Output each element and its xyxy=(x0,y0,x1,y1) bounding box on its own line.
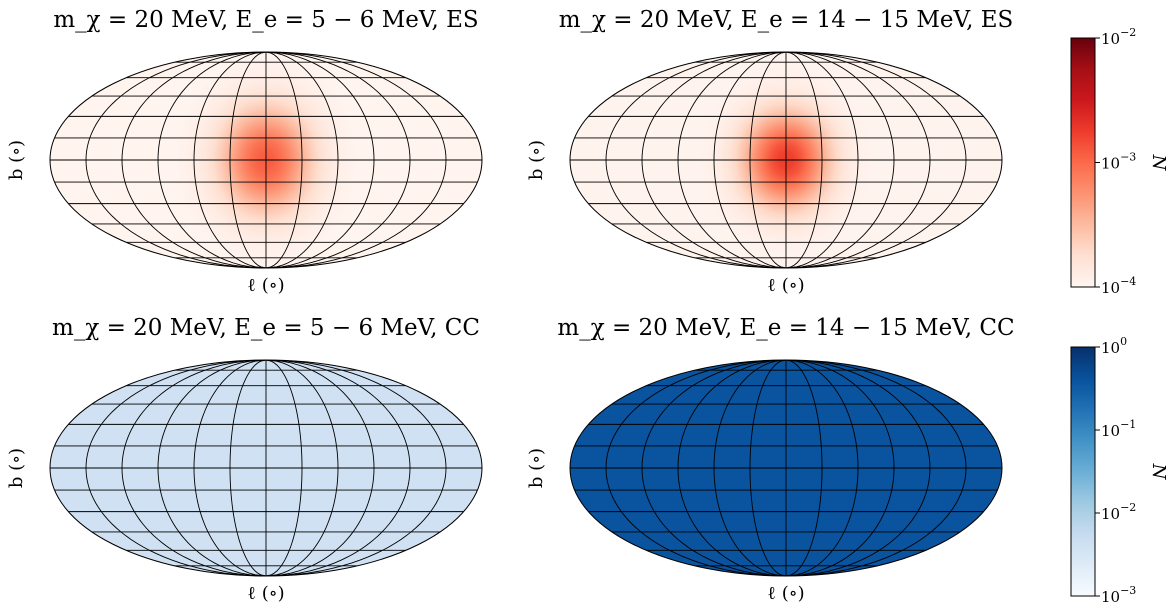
meridian-line xyxy=(677,360,787,576)
graticule xyxy=(50,52,482,268)
colorbar-gradient xyxy=(1070,37,1096,288)
panel-title: m_χ = 20 MeV, E_e = 14 − 15 MeV, CC xyxy=(557,315,1014,341)
map-outline xyxy=(49,51,483,269)
meridian-line xyxy=(785,52,931,268)
meridian-line xyxy=(121,360,267,576)
x-axis-label: ℓ (∘) xyxy=(247,583,284,604)
map-outline xyxy=(569,359,1003,577)
meridian-line xyxy=(157,360,267,576)
meridian-line xyxy=(85,360,267,576)
colorbar-tick-label: 10−1 xyxy=(1101,418,1136,440)
meridian-line xyxy=(785,360,895,576)
map-panel-1: m_χ = 20 MeV, E_e = 5 − 6 MeV, ES ℓ (∘) b … xyxy=(6,7,483,296)
meridian-line xyxy=(265,52,411,268)
meridian-line xyxy=(121,52,267,268)
y-axis-label: b (∘) xyxy=(526,448,547,488)
colorbar-tick-label: 10−3 xyxy=(1101,584,1136,606)
meridian-line xyxy=(265,360,303,576)
meridian-line xyxy=(713,52,787,268)
y-axis-label: b (∘) xyxy=(6,448,27,488)
graticule xyxy=(570,360,1002,576)
meridian-line xyxy=(157,52,267,268)
meridian-line xyxy=(265,360,447,576)
panel-title: m_χ = 20 MeV, E_e = 5 − 6 MeV, CC xyxy=(52,315,480,341)
meridian-line xyxy=(85,52,267,268)
map-outline xyxy=(569,51,1003,269)
meridian-line xyxy=(265,52,339,268)
colorbar-tick-label: 10−2 xyxy=(1101,501,1136,523)
meridian-line xyxy=(785,360,859,576)
meridian-line xyxy=(785,360,931,576)
meridian-line xyxy=(677,52,787,268)
colorbar-label: N xyxy=(1148,154,1169,172)
meridian-line xyxy=(641,52,787,268)
colorbar-tick-label: 100 xyxy=(1101,335,1127,357)
meridian-line xyxy=(785,52,823,268)
graticule xyxy=(50,360,482,576)
colorbar-tick-label: 10−3 xyxy=(1101,151,1136,173)
panel-title: m_χ = 20 MeV, E_e = 5 − 6 MeV, ES xyxy=(53,7,478,33)
meridian-line xyxy=(265,360,411,576)
colorbar-tick-label: 10−2 xyxy=(1101,26,1136,48)
colorbar-2: 100 10−1 10−2 10−3 N xyxy=(1070,335,1169,606)
map-panel-3: m_χ = 20 MeV, E_e = 5 − 6 MeV, CC ℓ (∘) b … xyxy=(6,315,483,604)
y-axis-label: b (∘) xyxy=(526,140,547,180)
x-axis-label: ℓ (∘) xyxy=(767,275,804,296)
y-axis-label: b (∘) xyxy=(6,140,27,180)
graticule xyxy=(570,52,1002,268)
meridian-line xyxy=(265,360,375,576)
panel-title: m_χ = 20 MeV, E_e = 14 − 15 MeV, ES xyxy=(559,7,1014,33)
meridian-line xyxy=(785,360,823,576)
meridian-line xyxy=(265,52,447,268)
colorbar-1: 10−2 10−3 10−4 N xyxy=(1070,26,1169,297)
x-axis-label: ℓ (∘) xyxy=(767,583,804,604)
meridian-line xyxy=(749,52,787,268)
map-panel-2: m_χ = 20 MeV, E_e = 14 − 15 MeV, ES ℓ (∘)… xyxy=(526,7,1013,296)
meridian-line xyxy=(229,52,267,268)
meridian-line xyxy=(749,360,787,576)
meridian-line xyxy=(193,360,267,576)
meridian-line xyxy=(265,52,375,268)
map-panel-4: m_χ = 20 MeV, E_e = 14 − 15 MeV, CC ℓ (∘)… xyxy=(526,315,1015,604)
meridian-line xyxy=(605,52,787,268)
map-outline xyxy=(49,359,483,577)
colorbar-label: N xyxy=(1148,463,1169,481)
meridian-line xyxy=(785,52,859,268)
meridian-line xyxy=(193,52,267,268)
colorbar-gradient xyxy=(1070,346,1096,597)
meridian-line xyxy=(785,52,895,268)
meridian-line xyxy=(265,360,339,576)
x-axis-label: ℓ (∘) xyxy=(247,275,284,296)
meridian-line xyxy=(605,360,787,576)
meridian-line xyxy=(785,360,967,576)
meridian-line xyxy=(641,360,787,576)
colorbar-tick-label: 10−4 xyxy=(1101,275,1136,297)
meridian-line xyxy=(713,360,787,576)
meridian-line xyxy=(265,52,303,268)
meridian-line xyxy=(229,360,267,576)
meridian-line xyxy=(785,52,967,268)
